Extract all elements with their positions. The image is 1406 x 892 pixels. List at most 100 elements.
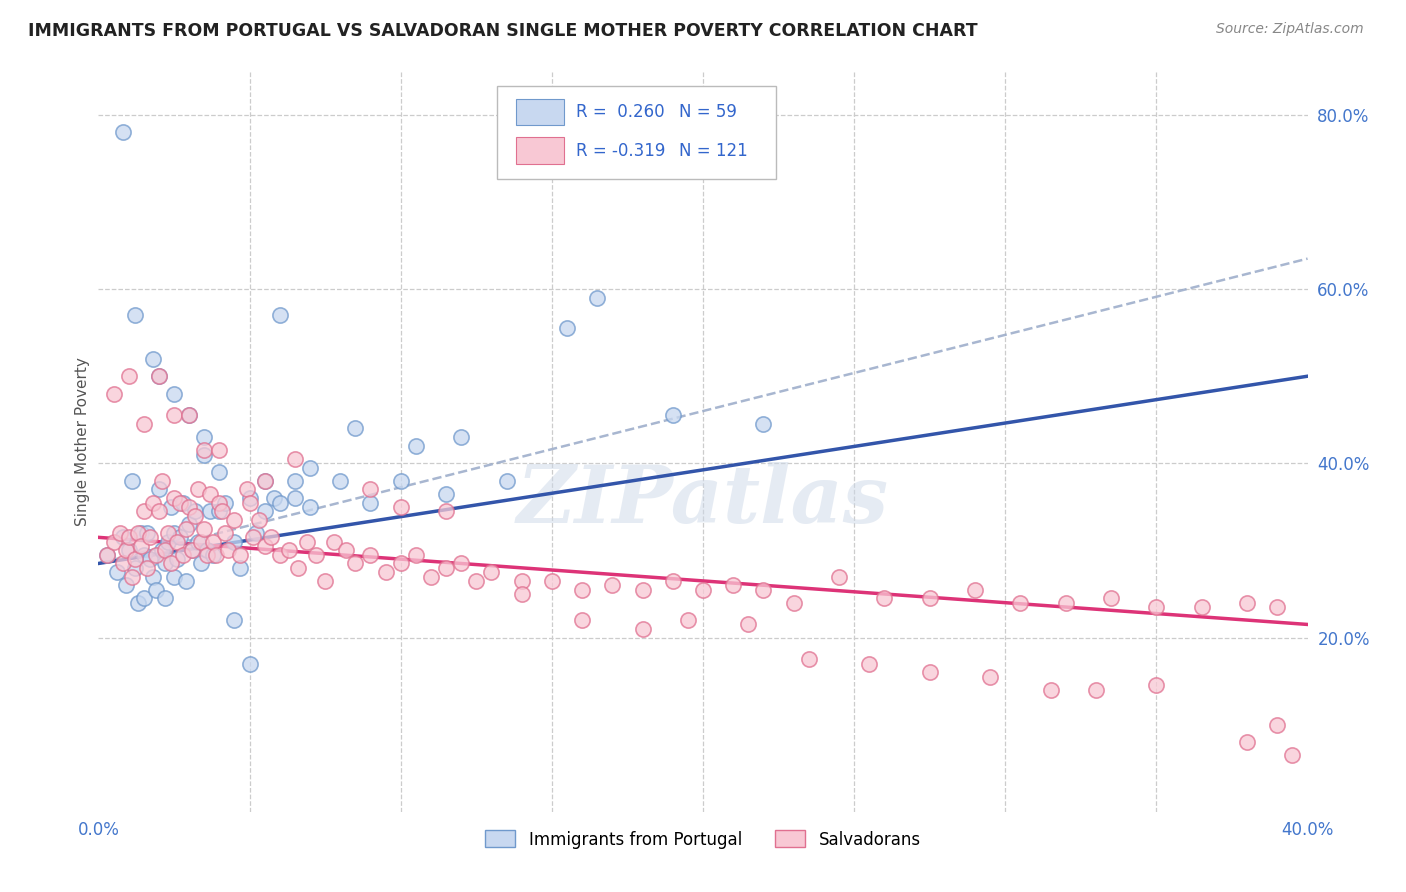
Point: [299, 460, 322, 475]
Point: [96, 548, 118, 562]
Point: [163, 386, 186, 401]
Point: [179, 500, 201, 514]
Point: [148, 369, 170, 384]
Point: [434, 504, 457, 518]
Point: [323, 534, 346, 549]
Point: [737, 617, 759, 632]
Text: Source: ZipAtlas.com: Source: ZipAtlas.com: [1216, 22, 1364, 37]
Point: [269, 308, 291, 322]
Point: [174, 574, 197, 588]
Point: [181, 543, 204, 558]
Point: [277, 543, 299, 558]
Point: [783, 596, 806, 610]
Point: [263, 491, 285, 505]
Point: [111, 557, 134, 571]
Point: [797, 652, 820, 666]
Bar: [516, 99, 564, 126]
FancyBboxPatch shape: [498, 87, 776, 178]
Point: [214, 495, 236, 509]
Point: [148, 369, 170, 384]
Point: [179, 409, 201, 423]
Point: [103, 386, 125, 401]
Point: [153, 591, 176, 606]
Point: [96, 548, 118, 562]
Point: [631, 622, 654, 636]
Point: [420, 569, 443, 583]
Point: [142, 495, 165, 509]
Point: [163, 526, 186, 541]
Point: [193, 430, 215, 444]
Point: [1039, 682, 1062, 697]
Point: [184, 508, 207, 523]
Point: [631, 582, 654, 597]
Point: [253, 539, 276, 553]
Point: [190, 557, 212, 571]
Point: [1236, 735, 1258, 749]
Point: [121, 569, 143, 583]
Legend: Immigrants from Portugal, Salvadorans: Immigrants from Portugal, Salvadorans: [478, 823, 928, 855]
Point: [179, 409, 201, 423]
Point: [195, 543, 218, 558]
Point: [284, 474, 307, 488]
Point: [156, 526, 179, 541]
Point: [918, 665, 941, 680]
Text: N = 121: N = 121: [679, 142, 748, 160]
Point: [129, 539, 152, 553]
Point: [153, 543, 176, 558]
Point: [918, 591, 941, 606]
Point: [253, 474, 276, 488]
Point: [172, 495, 194, 509]
Point: [571, 582, 593, 597]
Point: [344, 421, 367, 435]
Point: [540, 574, 562, 588]
Point: [335, 543, 357, 558]
Point: [208, 443, 231, 458]
Point: [661, 409, 683, 423]
Point: [202, 534, 225, 549]
Point: [148, 483, 170, 497]
Point: [200, 487, 222, 501]
Point: [586, 291, 609, 305]
Point: [121, 474, 143, 488]
Point: [118, 530, 141, 544]
Point: [169, 495, 191, 509]
Point: [1191, 600, 1213, 615]
Point: [389, 500, 412, 514]
Point: [1085, 682, 1108, 697]
Point: [132, 548, 155, 562]
Point: [200, 504, 222, 518]
Point: [434, 561, 457, 575]
Point: [873, 591, 896, 606]
Point: [139, 552, 162, 566]
Point: [1267, 600, 1289, 615]
Point: [169, 530, 191, 544]
Point: [105, 565, 128, 579]
Point: [193, 522, 215, 536]
Point: [211, 504, 233, 518]
Point: [172, 548, 194, 562]
Point: [224, 534, 246, 549]
Point: [187, 483, 209, 497]
Point: [118, 543, 141, 558]
Point: [287, 561, 309, 575]
Point: [450, 557, 472, 571]
Point: [1144, 678, 1167, 692]
Point: [495, 474, 517, 488]
Point: [1054, 596, 1077, 610]
Text: R =  0.260: R = 0.260: [576, 103, 665, 121]
Point: [284, 452, 307, 467]
Point: [752, 417, 775, 431]
Point: [174, 522, 197, 536]
Point: [205, 548, 228, 562]
Point: [1236, 596, 1258, 610]
Point: [187, 534, 209, 549]
Point: [111, 530, 134, 544]
Point: [360, 495, 382, 509]
Point: [127, 526, 149, 541]
Point: [139, 530, 162, 544]
Point: [132, 417, 155, 431]
Point: [156, 534, 179, 549]
Point: [124, 561, 146, 575]
Point: [114, 543, 136, 558]
Point: [242, 530, 264, 544]
